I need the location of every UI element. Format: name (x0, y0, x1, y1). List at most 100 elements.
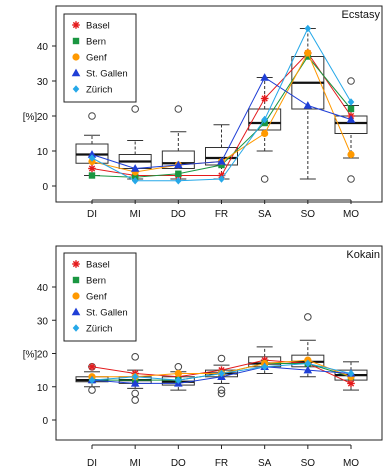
legend-marker-stroke (72, 21, 80, 29)
legend-marker (72, 324, 80, 332)
data-point (130, 379, 140, 387)
legend-item-z-rich: Zürich (72, 85, 112, 96)
data-point (346, 115, 356, 123)
legend-item-z-rich: Zürich (72, 324, 112, 335)
legend-marker (72, 53, 80, 61)
series-st-gallen (87, 73, 356, 172)
x-tick-label: MO (343, 209, 359, 220)
boxplot-so (291, 28, 325, 180)
data-point (347, 98, 355, 106)
legend-item-genf: Genf (72, 292, 107, 303)
data-point (131, 372, 139, 381)
y-axis-label: [%] (23, 112, 38, 123)
legend-marker (72, 260, 80, 268)
data-point (175, 176, 182, 185)
data-point (261, 129, 269, 138)
data-point-stroke (261, 95, 268, 102)
legend-item-bern: Bern (72, 276, 106, 287)
y-tick-label: 10 (37, 147, 49, 158)
data-point (218, 175, 225, 183)
data-point (175, 170, 182, 177)
legend-item-basel: Basel (72, 260, 110, 271)
legend: Basel Bern Genf St. Gallen Zürich (63, 252, 137, 342)
legend-item-st-gallen: St. Gallen (71, 307, 128, 319)
boxplot-sa (248, 77, 282, 183)
data-point (347, 150, 355, 159)
x-tick-label: MO (343, 458, 359, 469)
data-point (87, 150, 97, 158)
data-point-stroke (347, 380, 355, 387)
data-point (260, 73, 269, 81)
data-point (304, 49, 312, 57)
legend: Basel Bern Genf St. Gallen Zürich (63, 13, 137, 103)
ecstasy-panel: Ecstasy [%] 0 10 20 30 40 DI MI DO FR SA SO MO Basel Be… (23, 5, 383, 220)
outlier-point (131, 389, 139, 398)
outlier-point (131, 105, 139, 113)
boxplot-mo (334, 77, 368, 183)
outlier-point (217, 354, 226, 363)
legend-label: Genf (86, 292, 107, 303)
plot-frame (55, 5, 383, 203)
x-tick-label: FR (215, 209, 228, 220)
legend-marker (71, 307, 81, 316)
y-tick-label: 0 (42, 416, 48, 427)
data-point (260, 94, 269, 103)
legend-label: St. Gallen (86, 69, 128, 80)
boxplot-fr (205, 124, 238, 180)
data-point (218, 369, 225, 378)
legend-label: Basel (86, 260, 110, 271)
x-tick-label: DI (87, 209, 97, 220)
legend-marker (72, 292, 80, 300)
legend-marker (72, 276, 80, 284)
y-tick-label: 20 (37, 112, 49, 123)
y-tick-label: 40 (37, 283, 49, 294)
x-tick-label: SA (258, 458, 272, 469)
y-tick-label: 40 (37, 42, 49, 53)
data-point (174, 369, 182, 378)
plot-frame (55, 245, 383, 441)
data-point (217, 157, 226, 165)
data-point (347, 379, 355, 388)
data-point (88, 172, 96, 179)
outlier-point (217, 386, 226, 394)
data-point (304, 24, 312, 33)
x-tick-label: SO (301, 458, 316, 469)
legend-label: Bern (86, 37, 106, 48)
x-tick-label: SA (258, 209, 272, 220)
legend-item-basel: Basel (72, 21, 110, 32)
y-tick-label: 30 (37, 316, 49, 327)
boxplot-mi (118, 105, 152, 180)
data-point (131, 176, 139, 185)
data-point (347, 369, 355, 378)
outlier-point (131, 353, 139, 361)
outlier-point (260, 175, 269, 183)
x-tick-label: DI (87, 458, 97, 469)
data-point-stroke (88, 363, 96, 370)
x-tick-label: DO (171, 209, 186, 220)
chart-title: Ecstasy (341, 9, 380, 21)
y-tick-label: 30 (37, 77, 49, 88)
legend-label: Genf (86, 53, 107, 64)
x-tick-label: SO (301, 209, 316, 220)
legend-item-bern: Bern (72, 37, 106, 48)
outlier-point (131, 396, 139, 404)
outlier-point (304, 313, 312, 321)
data-point (304, 359, 312, 368)
data-point (303, 101, 313, 109)
data-point (88, 376, 96, 384)
legend-marker-stroke (72, 260, 80, 268)
legend-label: Zürich (86, 324, 112, 335)
outlier-point (174, 105, 183, 113)
legend-item-st-gallen: St. Gallen (71, 69, 128, 80)
data-point (175, 376, 182, 384)
legend-label: St. Gallen (86, 308, 128, 319)
legend-marker (72, 21, 80, 29)
x-tick-label: MI (130, 209, 141, 220)
data-point (88, 363, 96, 371)
x-tick-label: MI (130, 458, 141, 469)
outlier-point (347, 175, 355, 183)
data-point (174, 160, 183, 169)
y-tick-label: 0 (42, 182, 48, 193)
series-z-rich (88, 359, 355, 384)
